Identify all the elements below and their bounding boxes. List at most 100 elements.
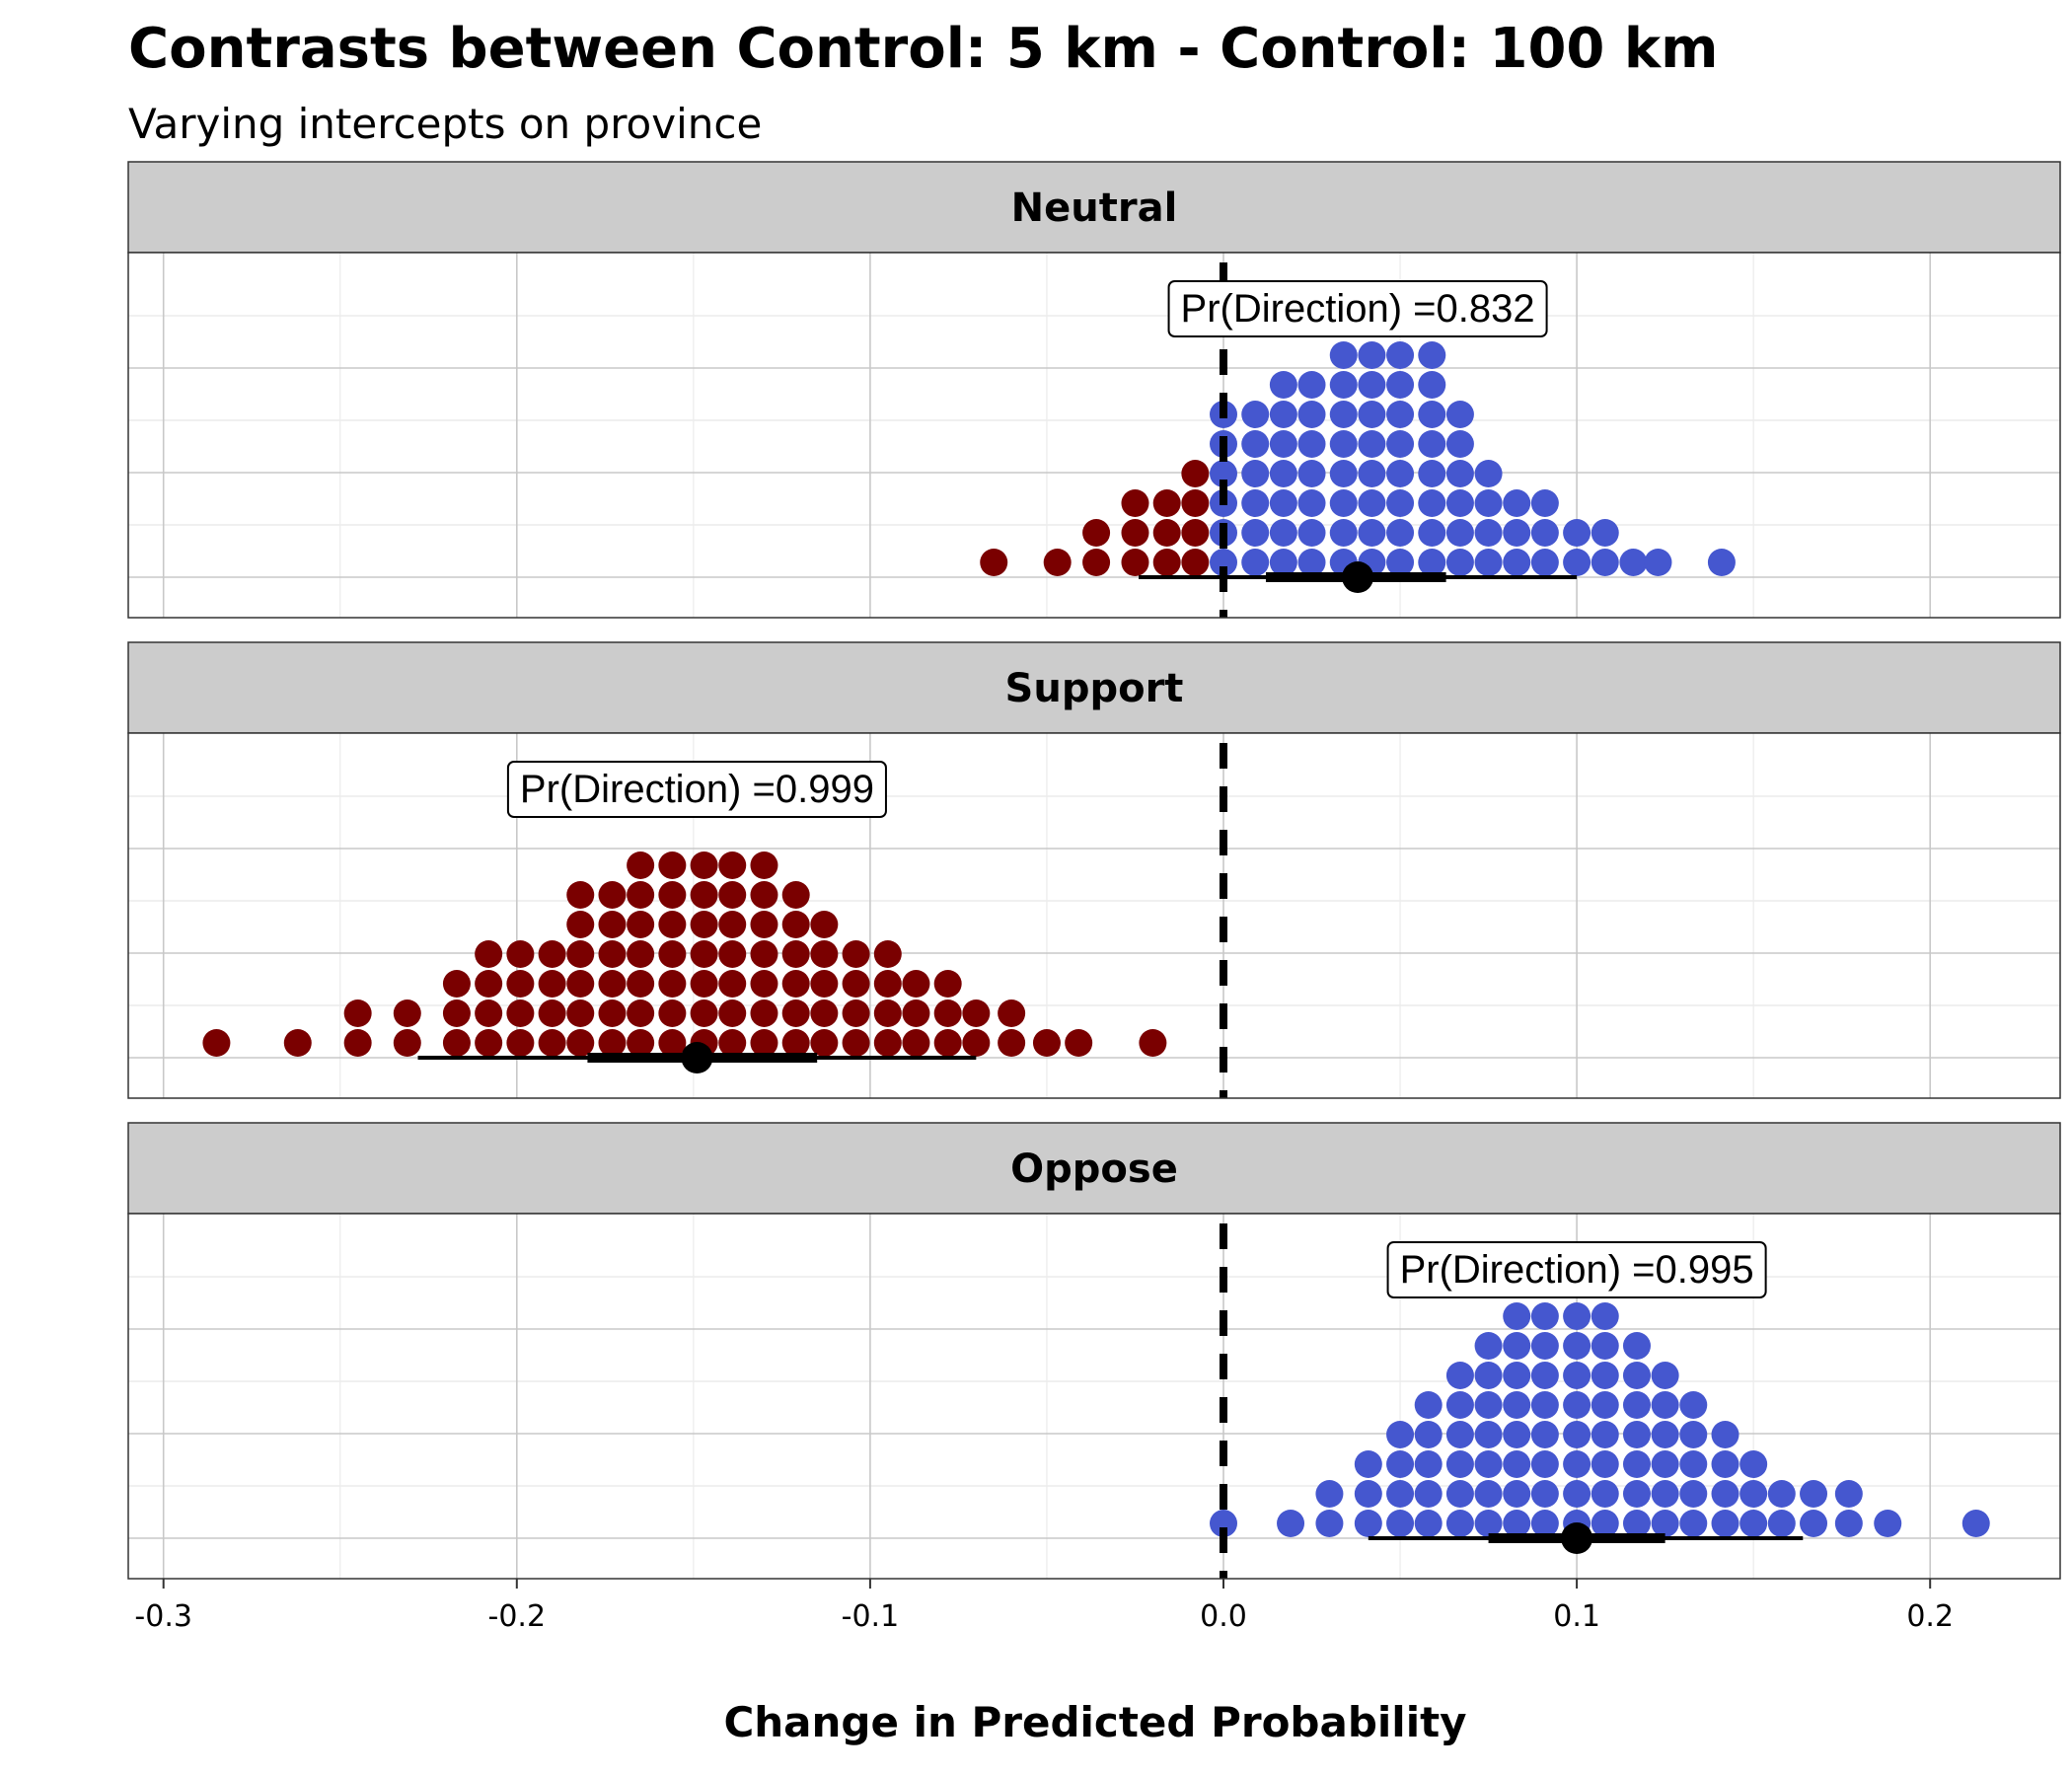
dot	[1181, 460, 1210, 487]
dot	[1297, 430, 1326, 458]
dot	[1241, 519, 1270, 547]
dot	[506, 1029, 535, 1057]
dot	[1241, 489, 1270, 517]
facet-strip-label: Neutral	[1011, 185, 1178, 231]
dot	[1418, 489, 1446, 517]
dot	[1591, 1421, 1619, 1448]
dot	[1503, 1421, 1531, 1448]
dot	[1591, 1362, 1619, 1389]
dot	[1530, 1510, 1559, 1537]
dot	[1418, 460, 1446, 487]
dot	[1591, 1332, 1619, 1360]
dot	[1834, 1510, 1863, 1537]
dot	[842, 999, 870, 1027]
dot	[750, 1029, 778, 1057]
dot	[1358, 430, 1386, 458]
dot	[1445, 1391, 1474, 1419]
dot	[750, 851, 778, 879]
dot	[1474, 1510, 1503, 1537]
x-tick-label: -0.3	[134, 1599, 192, 1634]
dot	[1651, 1421, 1679, 1448]
dot	[1358, 401, 1386, 428]
x-tick-label: -0.2	[488, 1599, 547, 1634]
dot	[598, 1029, 627, 1057]
dot	[1418, 371, 1446, 399]
dot	[1121, 519, 1149, 547]
dot	[1622, 1480, 1651, 1508]
dot	[873, 970, 902, 998]
dot	[202, 1029, 231, 1057]
dot	[1297, 489, 1326, 517]
dot	[998, 1029, 1026, 1057]
dot	[393, 1029, 421, 1057]
dot	[1181, 489, 1210, 517]
dot	[1329, 489, 1358, 517]
dot	[1358, 341, 1386, 369]
chart-title: Contrasts between Control: 5 km - Contro…	[128, 17, 1718, 81]
dot	[1563, 519, 1591, 547]
dot	[998, 999, 1026, 1027]
dot	[980, 549, 1008, 576]
dot	[627, 1029, 655, 1057]
dot	[1297, 549, 1326, 576]
dot-stack	[980, 341, 1736, 576]
dot	[506, 999, 535, 1027]
point-estimate	[1561, 1522, 1593, 1554]
dot	[810, 940, 839, 968]
dot	[1622, 1421, 1651, 1448]
dot	[1591, 519, 1619, 547]
dot	[1834, 1480, 1863, 1508]
dot	[1767, 1510, 1796, 1537]
dot	[1241, 430, 1270, 458]
dot	[1739, 1480, 1768, 1508]
dot	[475, 970, 503, 998]
dot	[1503, 549, 1531, 576]
dot	[1563, 1302, 1591, 1330]
dot	[1445, 1480, 1474, 1508]
dot	[1354, 1480, 1382, 1508]
dot	[1591, 1480, 1619, 1508]
dot	[598, 970, 627, 998]
dot	[1474, 519, 1503, 547]
dot	[1297, 401, 1326, 428]
dot	[933, 1029, 962, 1057]
dot	[1474, 1391, 1503, 1419]
dot	[1386, 1510, 1415, 1537]
dot	[1503, 1480, 1531, 1508]
dot	[442, 970, 471, 998]
dot	[690, 999, 718, 1027]
x-tick-label: 0.0	[1200, 1599, 1247, 1634]
facet-strip	[127, 641, 2061, 734]
dot	[566, 940, 595, 968]
dot	[1445, 1450, 1474, 1478]
dot	[781, 911, 810, 938]
dot	[1358, 371, 1386, 399]
dot	[1874, 1510, 1902, 1537]
dot	[1445, 430, 1474, 458]
dot	[1474, 1332, 1503, 1360]
facet-oppose: Oppose Pr(Direction) =0.995	[127, 1122, 2061, 1580]
dot	[718, 851, 747, 879]
dot	[1418, 341, 1446, 369]
dot	[781, 999, 810, 1027]
dot	[1530, 1421, 1559, 1448]
dot	[1082, 549, 1111, 576]
dot	[1800, 1510, 1828, 1537]
dot	[1739, 1450, 1768, 1478]
x-tick-label: -0.1	[842, 1599, 900, 1634]
dot	[1297, 460, 1326, 487]
dot	[538, 1029, 566, 1057]
dot	[873, 999, 902, 1027]
pr-direction-label: Pr(Direction) =0.995	[1400, 1248, 1754, 1292]
dot	[842, 1029, 870, 1057]
dot	[690, 851, 718, 879]
dot	[1386, 430, 1415, 458]
dot	[566, 970, 595, 998]
pr-direction-box	[1386, 1241, 1767, 1298]
dot	[1386, 401, 1415, 428]
dot	[1414, 1450, 1443, 1478]
dot	[1445, 489, 1474, 517]
dot	[598, 911, 627, 938]
dot	[1354, 1450, 1382, 1478]
